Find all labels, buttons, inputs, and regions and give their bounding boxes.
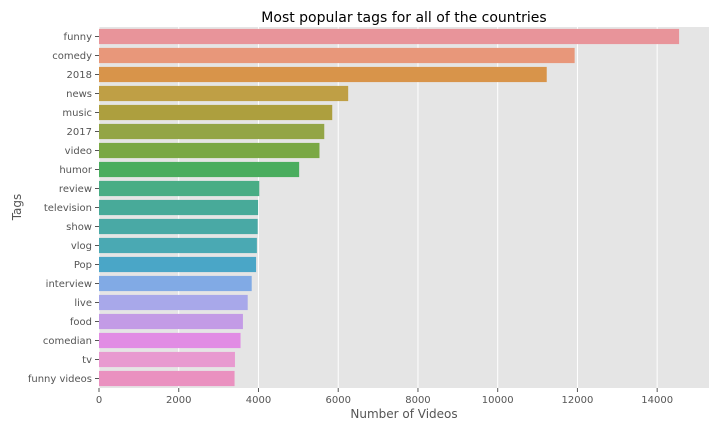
bar — [99, 294, 248, 311]
x-tick-label: 0 — [96, 395, 102, 406]
bar — [99, 28, 680, 45]
y-tick-label: music — [62, 108, 92, 119]
bar — [99, 180, 260, 197]
bar — [99, 351, 235, 368]
y-tick-label: television — [44, 203, 92, 214]
chart-title: Most popular tags for all of the countri… — [261, 10, 546, 26]
x-tick-label: 6000 — [325, 395, 350, 406]
bar — [99, 218, 258, 235]
y-tick-label: 2018 — [67, 70, 92, 81]
y-tick-label: humor — [59, 165, 93, 176]
y-tick-label: live — [74, 298, 92, 309]
bar — [99, 332, 241, 349]
y-tick-label: funny videos — [28, 374, 92, 385]
bar — [99, 66, 547, 83]
bar — [99, 256, 257, 273]
y-axis-title: Tags — [10, 194, 24, 222]
x-tick-label: 12000 — [562, 395, 594, 406]
bar — [99, 370, 235, 387]
bar — [99, 237, 257, 254]
y-tick-label: food — [70, 317, 92, 328]
y-tick-label: funny — [64, 32, 93, 43]
bar — [99, 85, 349, 102]
bars — [99, 28, 680, 387]
y-tick-label: show — [66, 222, 92, 233]
x-tick-labels: 0 2000 4000 6000 8000 10000 12000 14000 — [96, 395, 673, 406]
x-tick-label: 2000 — [166, 395, 191, 406]
y-tick-label: review — [59, 184, 92, 195]
x-tick-label: 10000 — [482, 395, 514, 406]
y-tick-label: 2017 — [67, 127, 92, 138]
bar — [99, 142, 320, 159]
x-tick-label: 14000 — [641, 395, 673, 406]
bar — [99, 161, 300, 178]
bar — [99, 199, 259, 216]
y-tick-label: video — [65, 146, 92, 157]
y-tick-label: vlog — [71, 241, 92, 252]
x-tick-label: 8000 — [405, 395, 430, 406]
bar — [99, 275, 252, 292]
bar — [99, 104, 333, 121]
bar — [99, 47, 575, 64]
y-tick-label: Pop — [74, 260, 92, 271]
y-tick-label: comedy — [52, 51, 92, 62]
y-tick-labels: funny comedy 2018 news music 2017 video humor re… — [28, 32, 99, 385]
y-tick-label: comedian — [43, 336, 92, 347]
bar — [99, 313, 243, 330]
y-tick-label: news — [66, 89, 92, 100]
y-tick-label: interview — [46, 279, 92, 290]
x-tick-label: 4000 — [246, 395, 271, 406]
bar — [99, 123, 325, 140]
x-axis-title: Number of Videos — [350, 407, 457, 421]
y-tick-label: tv — [82, 355, 92, 366]
